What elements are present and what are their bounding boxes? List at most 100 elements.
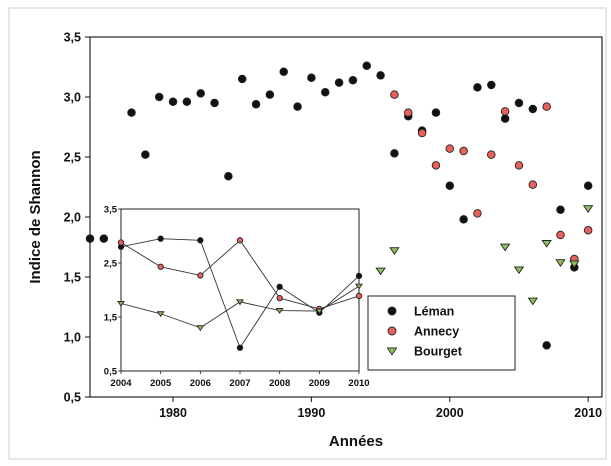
data-point <box>527 297 539 306</box>
legend-label: Bourget <box>414 345 463 359</box>
y-tick-label: 1,5 <box>64 271 81 285</box>
data-point <box>168 97 178 107</box>
data-point <box>459 146 468 156</box>
data-point <box>210 98 219 108</box>
x-tick-label: 2010 <box>574 406 602 420</box>
data-point <box>141 150 150 159</box>
data-point <box>487 80 496 90</box>
x-tick-label: 2000 <box>436 406 464 420</box>
inset-data-point <box>236 299 244 306</box>
data-point <box>500 107 510 116</box>
inset-x-tick-label: 2007 <box>229 378 250 389</box>
legend-marker <box>386 347 398 356</box>
data-point <box>528 104 538 114</box>
y-axis-title: Indice de Shannon <box>27 150 44 283</box>
inset-data-point <box>315 308 324 315</box>
data-point <box>237 74 247 84</box>
y-tick-label: 2,0 <box>64 211 81 225</box>
inset-x-tick-label: 2005 <box>150 378 172 389</box>
y-tick-label: 2,5 <box>64 151 81 165</box>
figure-frame <box>8 7 607 460</box>
data-point <box>348 75 358 85</box>
inset-x-tick-label: 2008 <box>269 378 290 389</box>
data-point <box>473 209 482 218</box>
inset-series-bourget <box>117 283 363 332</box>
data-point <box>362 61 372 71</box>
data-point <box>499 243 511 252</box>
data-point <box>514 161 524 170</box>
legend-marker <box>387 306 397 316</box>
x-axis-title: Années <box>329 433 383 450</box>
x-tick-label: 1980 <box>159 406 187 420</box>
data-point <box>404 108 413 117</box>
data-point <box>556 205 565 215</box>
inset-x-tick-label: 2009 <box>309 378 330 389</box>
y-tick-label: 3,0 <box>64 91 81 105</box>
data-point <box>583 181 593 191</box>
data-point <box>542 102 551 111</box>
inset-data-point <box>236 237 244 244</box>
data-point <box>542 341 551 350</box>
data-point <box>445 181 455 191</box>
data-point <box>196 89 205 98</box>
data-point <box>459 215 468 224</box>
data-point <box>417 128 427 138</box>
data-point <box>389 247 400 255</box>
x-tick-label: 1990 <box>297 406 325 420</box>
inset-y-tick-label: 2,5 <box>104 259 118 270</box>
data-point <box>182 97 192 107</box>
inset-data-point <box>276 283 283 290</box>
legend: Léman Annecy Bourget <box>367 295 516 371</box>
data-point <box>390 149 399 158</box>
data-point <box>500 114 510 123</box>
inset-x-tick-label: 2010 <box>348 378 369 389</box>
inset-data-point <box>156 311 165 318</box>
data-point <box>556 230 565 240</box>
inset-data-point <box>236 344 244 351</box>
series-annecy <box>390 90 593 264</box>
inset-data-point <box>355 283 363 290</box>
data-point <box>154 92 164 102</box>
inset-x-tick-label: 2004 <box>110 378 132 389</box>
inset-data-point <box>355 292 363 300</box>
data-point <box>473 83 482 92</box>
data-point <box>307 73 316 83</box>
y-tick-label: 0,5 <box>64 391 81 405</box>
inset-data-point <box>197 237 204 244</box>
legend-marker <box>387 326 397 336</box>
data-point <box>279 67 288 77</box>
inset-data-point <box>196 325 205 332</box>
y-tick-label: 3,5 <box>64 31 81 45</box>
data-point <box>487 150 496 159</box>
data-point <box>224 171 233 181</box>
inset-data-point <box>117 239 125 246</box>
data-point <box>390 90 399 99</box>
inset-y-tick-label: 1,5 <box>104 313 118 324</box>
data-point <box>334 78 344 87</box>
inset-x-tick-label: 2006 <box>190 378 211 389</box>
legend-label: Annecy <box>414 325 459 339</box>
data-point <box>445 144 455 153</box>
inset-y-tick-label: 0,5 <box>104 367 118 378</box>
data-point <box>431 108 441 117</box>
data-point <box>569 260 580 269</box>
data-point <box>541 240 552 248</box>
data-point <box>431 161 441 170</box>
data-point <box>582 205 594 213</box>
data-point <box>513 266 525 275</box>
data-point <box>320 87 330 97</box>
data-point <box>528 180 538 189</box>
data-point <box>265 90 275 99</box>
inset-data-point <box>275 308 284 314</box>
inset-data-point <box>197 272 204 279</box>
data-point <box>85 234 95 243</box>
inset-y-tick-label: 3,5 <box>104 205 118 216</box>
inset-data-point <box>157 263 164 270</box>
inset-data-point <box>355 272 363 280</box>
data-point <box>375 267 386 276</box>
data-point <box>514 98 524 108</box>
inset-series-lman <box>117 235 363 351</box>
data-point <box>555 259 566 267</box>
